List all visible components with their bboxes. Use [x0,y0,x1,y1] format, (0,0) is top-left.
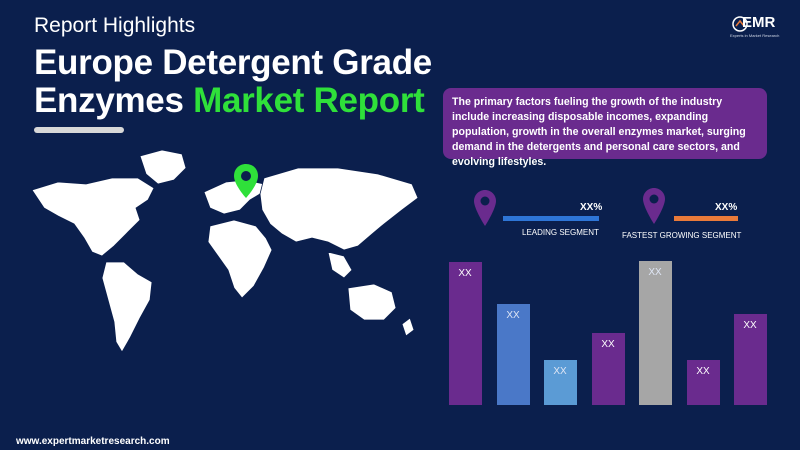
logo-tagline: Experts in Market Research [730,33,780,38]
fastest-segment-label: FASTEST GROWING SEGMENT [622,231,742,240]
chart-bar-label-1: XX [458,268,472,279]
leading-segment-bar [503,216,599,221]
title-highlight: Market Report [193,81,425,120]
chart-bar-label-3: XX [553,366,567,377]
info-box: The primary factors fueling the growth o… [443,88,767,168]
world-map-icon [31,149,419,353]
chart-bar-label-7: XX [743,320,757,331]
title-underline [34,127,124,133]
info-text: The primary factors fueling the growth o… [452,96,746,168]
leading-segment-label: LEADING SEGMENT [522,228,599,237]
chart-bar-label-6: XX [696,366,710,377]
chart-bar-7 [734,314,767,405]
chart-bar-label-5: XX [648,267,662,278]
title-line-1: Europe Detergent Grade [34,43,432,82]
chart-bar-label-2: XX [506,310,520,321]
chart-bar-6 [687,360,720,405]
chart-bar-1 [449,262,482,405]
fastest-segment-pin-icon [643,188,665,224]
leading-segment-value: XX% [580,202,603,213]
leading-segment-pin-icon [474,190,496,226]
chart-bar-label-4: XX [601,339,615,350]
page-title: Europe Detergent Grade Enzymes Market Re… [34,44,432,120]
chart-bar-5 [639,261,672,405]
fastest-segment-value: XX% [715,202,738,213]
logo-text: EMR [742,14,776,31]
emr-logo-icon [732,16,748,32]
title-word-white: Enzymes [34,81,184,120]
chart-bar-3 [544,360,577,405]
location-pin-icon [234,164,258,198]
fastest-segment-bar [674,216,738,221]
footer-url: www.expertmarketresearch.com [16,436,170,447]
chart-bar-2 [497,304,530,405]
report-highlights-label: Report Highlights [34,14,196,37]
chart-bar-4 [592,333,625,405]
title-line-2: Enzymes Market Report [34,82,432,120]
